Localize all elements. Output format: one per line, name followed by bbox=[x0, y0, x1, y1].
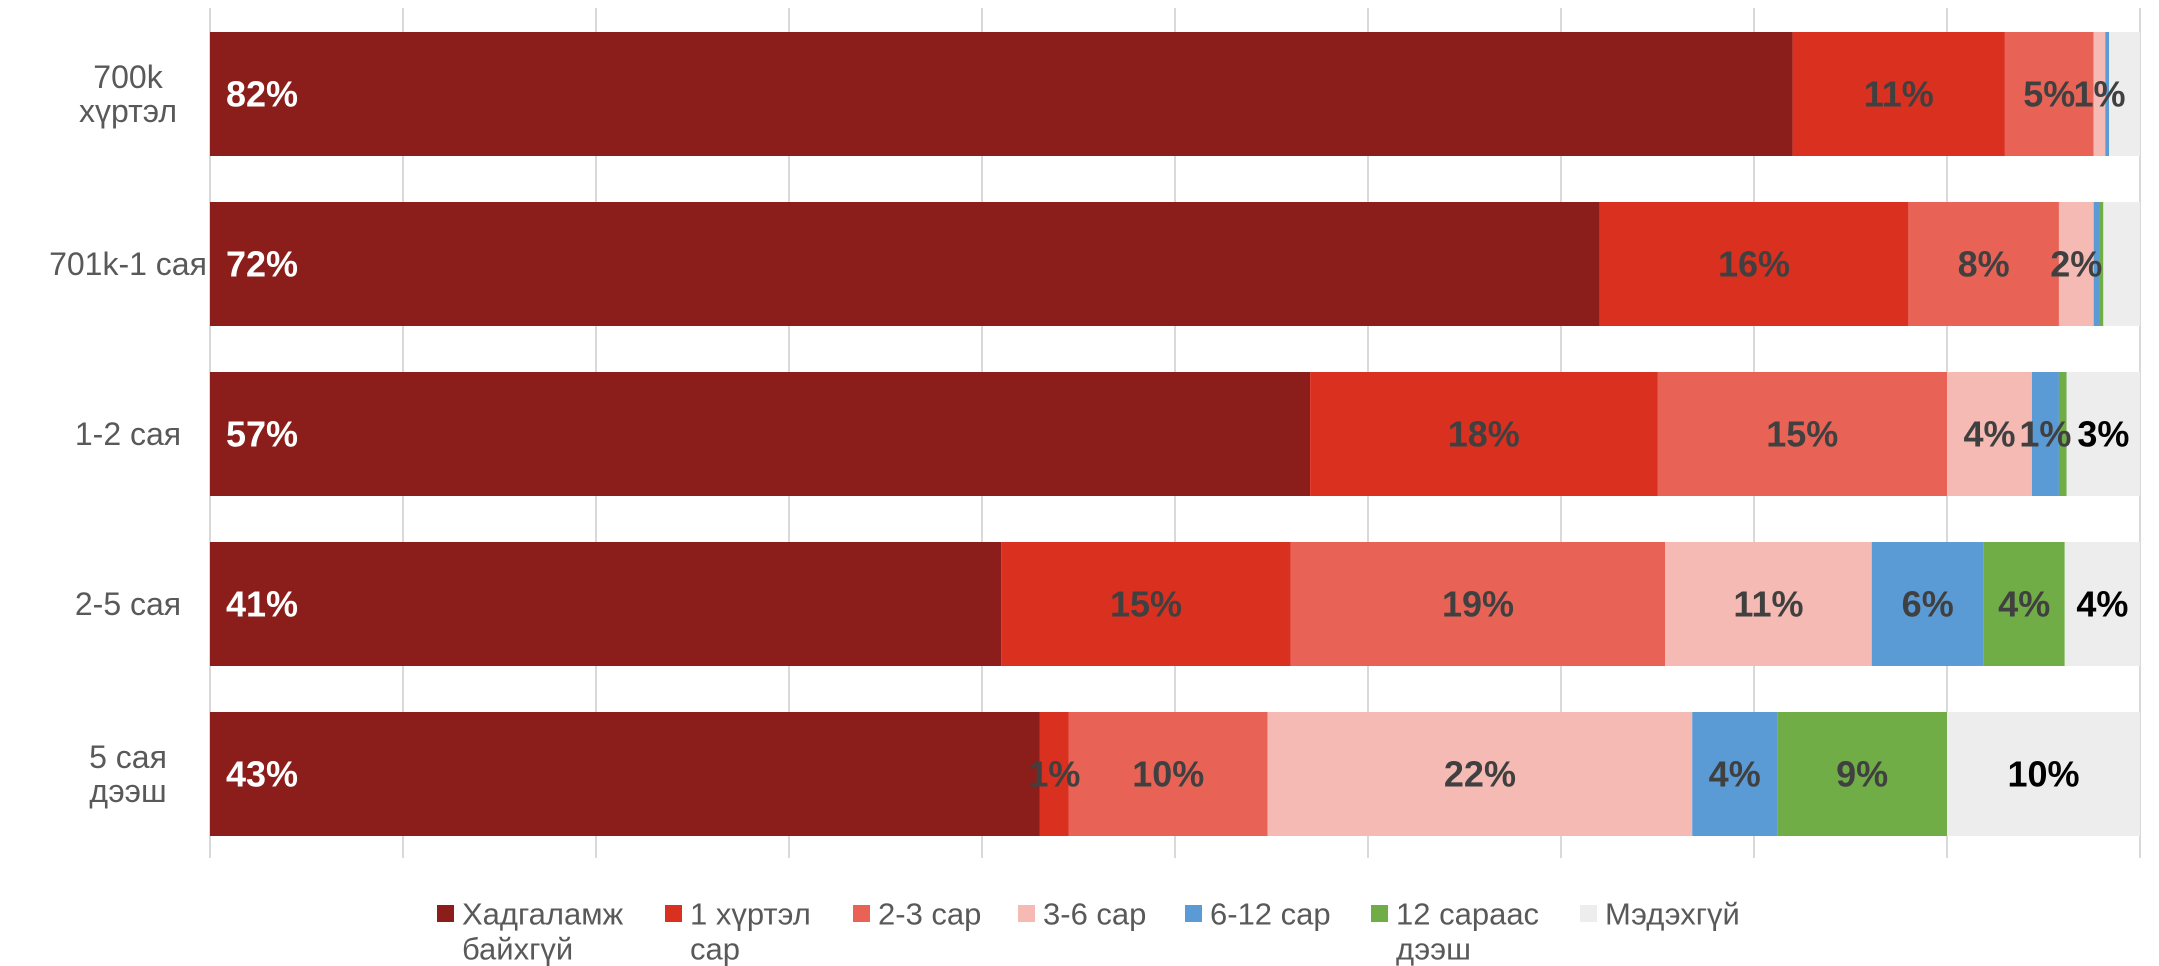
data-label: 4% bbox=[2076, 584, 2128, 625]
legend-entry: 6-12 сар bbox=[1185, 897, 1331, 932]
data-label: 15% bbox=[1766, 414, 1838, 455]
data-label: 3% bbox=[2077, 414, 2129, 455]
legend-entry: Хадгаламж байхгүй bbox=[437, 897, 624, 966]
data-label: 72% bbox=[226, 244, 298, 285]
bar-segment bbox=[2066, 372, 2140, 496]
bar-segment bbox=[210, 32, 1793, 156]
legend-entry: 12 сараас дээш bbox=[1371, 897, 1539, 966]
data-label: 6% bbox=[1902, 584, 1954, 625]
data-label: 10% bbox=[1132, 754, 1204, 795]
bar-segment bbox=[1908, 202, 2059, 326]
legend-entry: Мэдэхгүй bbox=[1580, 897, 1740, 932]
legend-swatch bbox=[1018, 905, 1035, 922]
legend-entry: 2-3 сар bbox=[853, 897, 981, 932]
legend-label: 3-6 сар bbox=[1043, 897, 1146, 932]
bar-segment bbox=[1983, 542, 2065, 666]
bar-segment bbox=[2093, 202, 2100, 326]
legend-entry: 3-6 сар bbox=[1018, 897, 1146, 932]
data-label: 19% bbox=[1442, 584, 1514, 625]
bar-segment bbox=[2031, 372, 2059, 496]
category-label: 701k-1 сая bbox=[49, 246, 207, 282]
legend-swatch bbox=[1185, 905, 1202, 922]
bar-segment bbox=[1777, 712, 1947, 836]
legend-label: Хадгаламж байхгүй bbox=[462, 897, 624, 966]
data-label: 22% bbox=[1444, 754, 1516, 795]
legend-label: 1 хүртэл сар bbox=[690, 897, 811, 966]
legend-swatch bbox=[1371, 905, 1388, 922]
data-label: 1% bbox=[2019, 414, 2071, 455]
legend-swatch bbox=[437, 905, 454, 922]
bar-segment bbox=[1310, 372, 1658, 496]
legend-swatch bbox=[665, 905, 682, 922]
data-label: 8% bbox=[1958, 244, 2010, 285]
bar-segment bbox=[2099, 202, 2104, 326]
data-label: 11% bbox=[1864, 74, 1934, 115]
bar-segment bbox=[210, 202, 1600, 326]
bar-segment bbox=[1947, 372, 2032, 496]
legend-swatch bbox=[853, 905, 870, 922]
legend-label: 6-12 сар bbox=[1210, 897, 1331, 932]
data-label: 43% bbox=[226, 754, 298, 795]
data-label: 11% bbox=[1733, 584, 1803, 625]
bar-segment bbox=[210, 372, 1311, 496]
bar-segment bbox=[2064, 542, 2140, 666]
data-label: 4% bbox=[1709, 754, 1761, 795]
legend-label: Мэдэхгүй bbox=[1605, 897, 1740, 932]
bar-segment bbox=[2105, 32, 2110, 156]
bar-segment bbox=[2109, 32, 2140, 156]
category-label: 2-5 сая bbox=[75, 586, 181, 622]
bar-segment bbox=[2004, 32, 2094, 156]
bar-segment bbox=[1290, 542, 1666, 666]
data-label: 15% bbox=[1110, 584, 1182, 625]
bar-segment bbox=[1665, 542, 1872, 666]
bar-segment bbox=[1039, 712, 1069, 836]
bar-segment bbox=[1001, 542, 1291, 666]
bar-segment bbox=[210, 712, 1040, 836]
category-label: 700k хүртэл bbox=[79, 59, 177, 129]
legend-label: 2-3 сар bbox=[878, 897, 981, 932]
category-label: 1-2 сая bbox=[75, 416, 181, 452]
bar-segment bbox=[1792, 32, 2005, 156]
bar-segment bbox=[2058, 372, 2067, 496]
bar-segment bbox=[2093, 32, 2106, 156]
legend-label: 12 сараас дээш bbox=[1396, 897, 1539, 966]
bar-segment bbox=[1871, 542, 1984, 666]
data-label: 10% bbox=[2007, 754, 2079, 795]
data-label: 2% bbox=[2050, 244, 2102, 285]
data-label: 4% bbox=[1963, 414, 2015, 455]
legend-swatch bbox=[1580, 905, 1597, 922]
data-label: 4% bbox=[1998, 584, 2050, 625]
data-label: 5% bbox=[2023, 74, 2075, 115]
category-label: 5 сая дээш bbox=[89, 739, 167, 809]
bar-segment bbox=[2058, 202, 2094, 326]
legend-entry: 1 хүртэл сар bbox=[665, 897, 811, 966]
data-label: 57% bbox=[226, 414, 298, 455]
data-label: 82% bbox=[226, 74, 298, 115]
data-label: 16% bbox=[1718, 244, 1790, 285]
bar-segment bbox=[210, 542, 1002, 666]
bar-segment bbox=[1657, 372, 1947, 496]
bar-segment bbox=[1947, 712, 2140, 836]
data-label: 18% bbox=[1448, 414, 1520, 455]
data-label: 1% bbox=[1028, 754, 1080, 795]
bar-segment bbox=[2103, 202, 2140, 326]
bar-segment bbox=[1599, 202, 1909, 326]
data-label: 9% bbox=[1836, 754, 1888, 795]
bar-segment bbox=[1267, 712, 1693, 836]
bar-segment bbox=[1068, 712, 1268, 836]
bar-segment bbox=[1692, 712, 1778, 836]
data-label: 1% bbox=[2073, 74, 2125, 115]
data-label: 41% bbox=[226, 584, 298, 625]
